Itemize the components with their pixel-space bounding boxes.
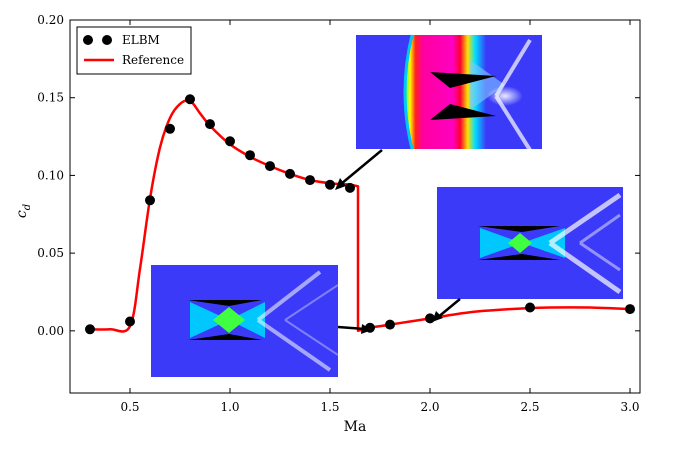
x-tick-label: 2.5 [520,400,539,414]
arrow-post-jump [436,298,461,319]
elbm-point [185,94,195,105]
elbm-point [625,304,635,315]
elbm-point [85,324,95,335]
inset-high-mach [356,34,542,152]
y-tick-label: 0.05 [37,246,64,260]
inset-post-jump [437,187,623,299]
y-tick-labels: 0.00 0.05 0.10 0.15 0.20 [37,13,64,338]
svg-text:cd: cd [14,204,33,218]
elbm-point [345,182,355,193]
axis-ticks [70,19,640,393]
elbm-point [305,175,315,186]
elbm-point [205,119,215,130]
legend-label-elbm: ELBM [122,33,160,47]
elbm-markers [85,94,635,335]
elbm-point [325,179,335,190]
elbm-point [265,161,275,172]
reference-line [89,99,631,333]
y-axis-label: cd [14,204,33,218]
elbm-point [525,302,535,313]
arrowhead-high-mach [335,178,346,190]
x-tick-label: 2.0 [420,400,439,414]
legend: ELBM Reference [76,26,192,75]
inset-low-mach [151,265,339,377]
x-tick-label: 1.0 [220,400,239,414]
elbm-point [145,195,155,206]
y-axis-label-subscript: d [22,204,33,210]
legend-box [76,26,192,75]
y-axis-label-main: c [14,210,30,218]
y-tick-label: 0.10 [37,168,64,182]
x-tick-label: 3.0 [620,400,639,414]
y-tick-label: 0.15 [37,91,64,105]
arrow-high-mach [340,149,383,185]
elbm-point [385,319,395,330]
legend-marker-2 [102,35,112,45]
arrowhead-low-mach [361,324,372,334]
elbm-point [165,123,175,134]
legend-label-reference: Reference [122,53,184,67]
x-tick-labels: 0.5 1.0 1.5 2.0 2.5 3.0 [120,400,639,414]
arrow-low-mach [337,325,366,331]
x-axis-label: Ma [344,419,367,435]
elbm-point [245,150,255,161]
inset-arrows [335,149,461,334]
x-tick-label: 1.5 [320,400,339,414]
elbm-point [225,136,235,147]
elbm-point [285,168,295,179]
legend-marker-1 [83,35,93,45]
x-tick-label: 0.5 [120,400,139,414]
y-tick-label: 0.00 [37,324,64,338]
y-tick-label: 0.20 [37,13,64,27]
arrowhead-post-jump [432,311,443,322]
elbm-point [125,316,135,327]
